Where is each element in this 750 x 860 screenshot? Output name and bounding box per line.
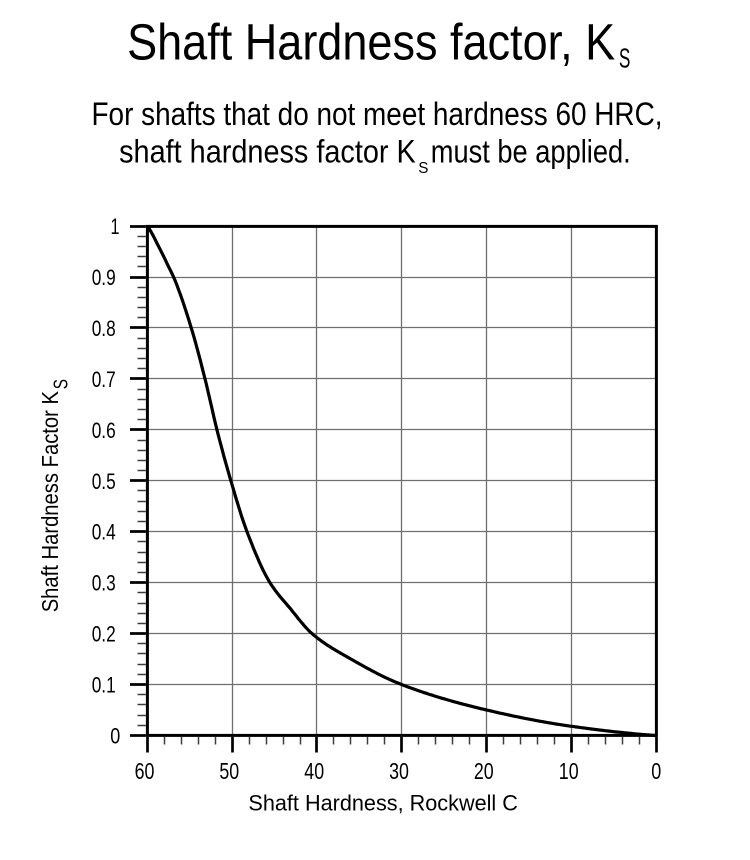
svg-text:1: 1 xyxy=(111,214,120,239)
svg-text:0.1: 0.1 xyxy=(92,673,116,698)
svg-text:S: S xyxy=(418,160,428,177)
svg-text:0.4: 0.4 xyxy=(92,520,116,545)
svg-text:0.7: 0.7 xyxy=(92,367,116,392)
svg-text:20: 20 xyxy=(474,758,494,784)
svg-text:0.6: 0.6 xyxy=(92,418,116,443)
svg-text:S: S xyxy=(619,42,631,73)
svg-text:0.8: 0.8 xyxy=(92,316,116,341)
svg-text:40: 40 xyxy=(304,758,324,784)
svg-text:0.3: 0.3 xyxy=(92,571,116,596)
svg-text:must be applied.: must be applied. xyxy=(431,134,631,170)
svg-text:Shaft Hardness Factor K: Shaft Hardness Factor K xyxy=(37,390,63,612)
svg-text:0.2: 0.2 xyxy=(92,622,116,647)
svg-text:0: 0 xyxy=(651,758,661,784)
svg-text:0.5: 0.5 xyxy=(92,469,116,494)
svg-text:0: 0 xyxy=(110,724,120,749)
svg-text:shaft hardness factor K: shaft hardness factor K xyxy=(119,134,416,170)
svg-text:30: 30 xyxy=(389,758,409,784)
svg-text:S: S xyxy=(51,379,73,389)
svg-text:60: 60 xyxy=(135,758,155,784)
svg-text:Shaft Hardness factor, K: Shaft Hardness factor, K xyxy=(127,13,615,70)
svg-text:Shaft Hardness, Rockwell C: Shaft Hardness, Rockwell C xyxy=(248,790,518,815)
svg-text:50: 50 xyxy=(219,758,239,784)
svg-text:0.9: 0.9 xyxy=(92,265,116,290)
svg-text:10: 10 xyxy=(559,758,579,784)
svg-text:For shafts that do not meet ha: For shafts that do not meet hardness 60 … xyxy=(92,96,663,132)
